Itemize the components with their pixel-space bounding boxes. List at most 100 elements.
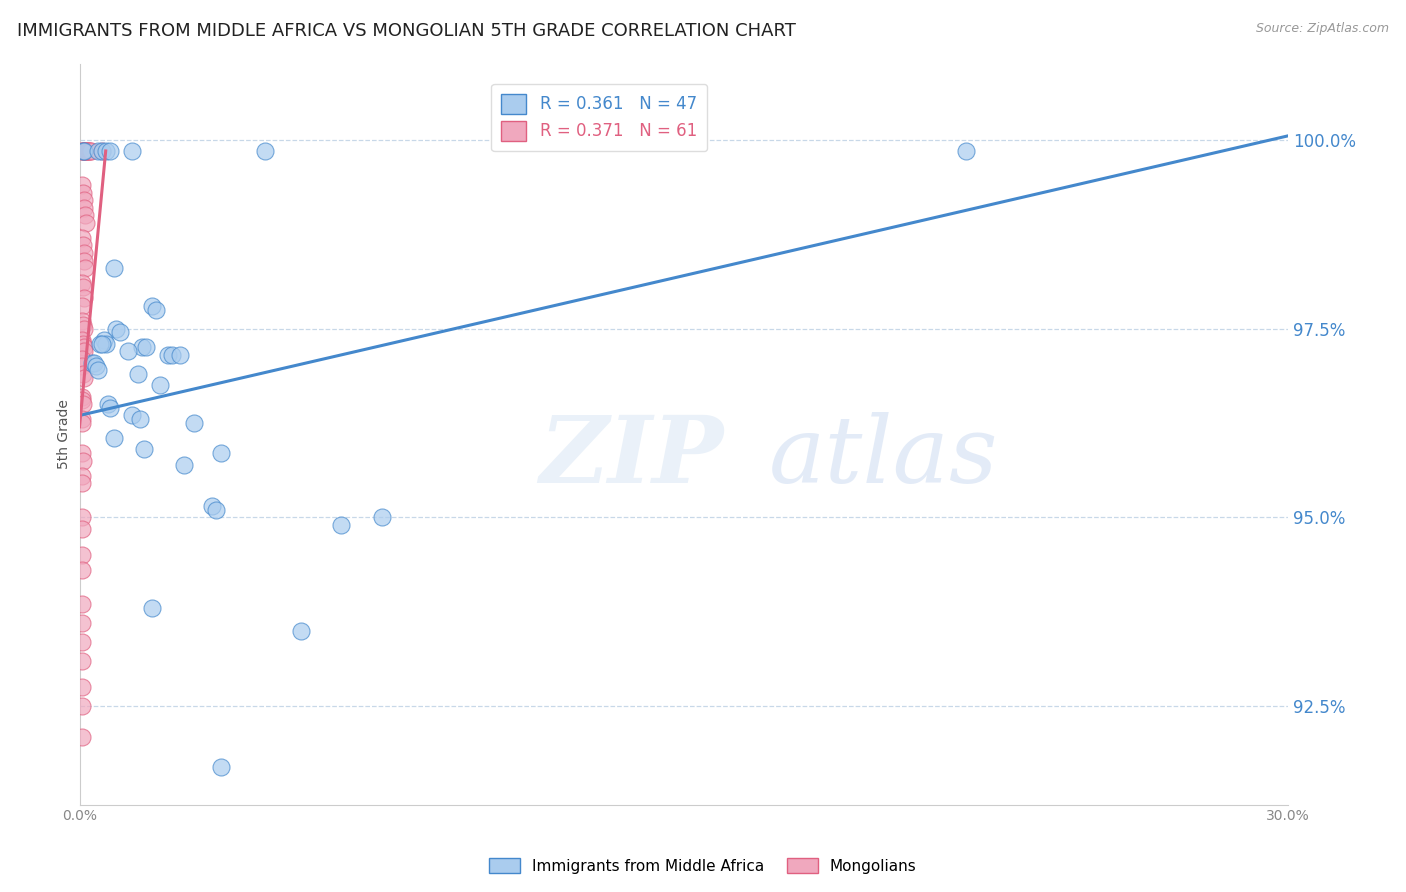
Point xyxy=(103,431,125,445)
Point xyxy=(72,246,94,260)
Point xyxy=(72,367,94,381)
Point xyxy=(73,144,96,158)
Point xyxy=(209,446,232,460)
Point xyxy=(70,231,93,245)
Point xyxy=(70,730,93,744)
Point xyxy=(157,348,180,362)
Point xyxy=(73,144,96,158)
Point xyxy=(70,548,93,562)
Text: atlas: atlas xyxy=(768,411,998,501)
Y-axis label: 5th Grade: 5th Grade xyxy=(58,400,72,469)
Point xyxy=(89,336,111,351)
Legend: R = 0.361   N = 47, R = 0.371   N = 61: R = 0.361 N = 47, R = 0.371 N = 61 xyxy=(491,84,707,151)
Point xyxy=(201,499,224,513)
Point xyxy=(90,336,112,351)
Legend: Immigrants from Middle Africa, Mongolians: Immigrants from Middle Africa, Mongolian… xyxy=(484,852,922,880)
Point xyxy=(141,299,163,313)
Point xyxy=(290,624,312,638)
Point xyxy=(72,280,94,294)
Point xyxy=(205,503,228,517)
Text: ZIP: ZIP xyxy=(538,411,723,501)
Point xyxy=(75,208,97,222)
Point xyxy=(141,601,163,615)
Point xyxy=(80,355,103,369)
Point xyxy=(75,144,97,158)
Point xyxy=(104,321,127,335)
Point xyxy=(70,144,93,158)
Point xyxy=(72,416,94,430)
Point xyxy=(73,370,96,384)
Point xyxy=(132,442,155,457)
Point xyxy=(72,359,94,374)
Point xyxy=(72,144,94,158)
Point xyxy=(83,355,105,369)
Point xyxy=(108,326,131,340)
Point xyxy=(103,261,125,276)
Point xyxy=(72,238,94,252)
Point xyxy=(76,144,98,158)
Point xyxy=(73,253,96,268)
Point xyxy=(75,144,97,158)
Point xyxy=(72,476,94,491)
Point xyxy=(127,367,149,381)
Point xyxy=(72,393,94,408)
Point xyxy=(70,390,93,404)
Point xyxy=(330,518,353,533)
Point xyxy=(70,563,93,577)
Point xyxy=(72,144,94,158)
Point xyxy=(73,321,96,335)
Point xyxy=(72,314,94,328)
Point xyxy=(121,144,143,158)
Point xyxy=(97,397,120,411)
Point xyxy=(86,144,108,158)
Point xyxy=(80,144,103,158)
Point xyxy=(75,216,97,230)
Point xyxy=(75,261,97,276)
Point xyxy=(253,144,276,158)
Point xyxy=(209,760,232,774)
Point xyxy=(70,469,93,483)
Text: IMMIGRANTS FROM MIDDLE AFRICA VS MONGOLIAN 5TH GRADE CORRELATION CHART: IMMIGRANTS FROM MIDDLE AFRICA VS MONGOLI… xyxy=(17,22,796,40)
Point xyxy=(135,341,157,355)
Point xyxy=(77,144,100,158)
Point xyxy=(90,144,112,158)
Point xyxy=(70,351,93,366)
Point xyxy=(93,333,115,347)
Point xyxy=(173,458,195,472)
Point xyxy=(90,144,112,158)
Point xyxy=(955,144,977,158)
Point xyxy=(70,276,93,290)
Point xyxy=(169,348,191,362)
Point xyxy=(145,302,167,317)
Point xyxy=(73,344,96,359)
Point xyxy=(98,401,121,415)
Point xyxy=(72,341,94,355)
Point xyxy=(72,291,94,305)
Point xyxy=(77,144,100,158)
Point xyxy=(149,378,172,392)
Point xyxy=(72,616,94,631)
Point xyxy=(86,363,108,377)
Point xyxy=(70,598,93,612)
Point xyxy=(117,344,139,359)
Point xyxy=(94,336,117,351)
Point xyxy=(73,144,96,158)
Point xyxy=(72,318,94,332)
Point xyxy=(70,299,93,313)
Point xyxy=(72,454,94,468)
Point xyxy=(72,144,94,158)
Point xyxy=(70,699,93,714)
Point xyxy=(70,635,93,649)
Point xyxy=(129,412,152,426)
Point xyxy=(72,186,94,200)
Point xyxy=(370,510,392,524)
Text: Source: ZipAtlas.com: Source: ZipAtlas.com xyxy=(1256,22,1389,36)
Point xyxy=(160,348,183,362)
Point xyxy=(70,178,93,192)
Point xyxy=(94,144,117,158)
Point xyxy=(70,681,93,695)
Point xyxy=(183,416,205,430)
Point xyxy=(72,397,94,411)
Point xyxy=(131,341,153,355)
Point xyxy=(70,412,93,426)
